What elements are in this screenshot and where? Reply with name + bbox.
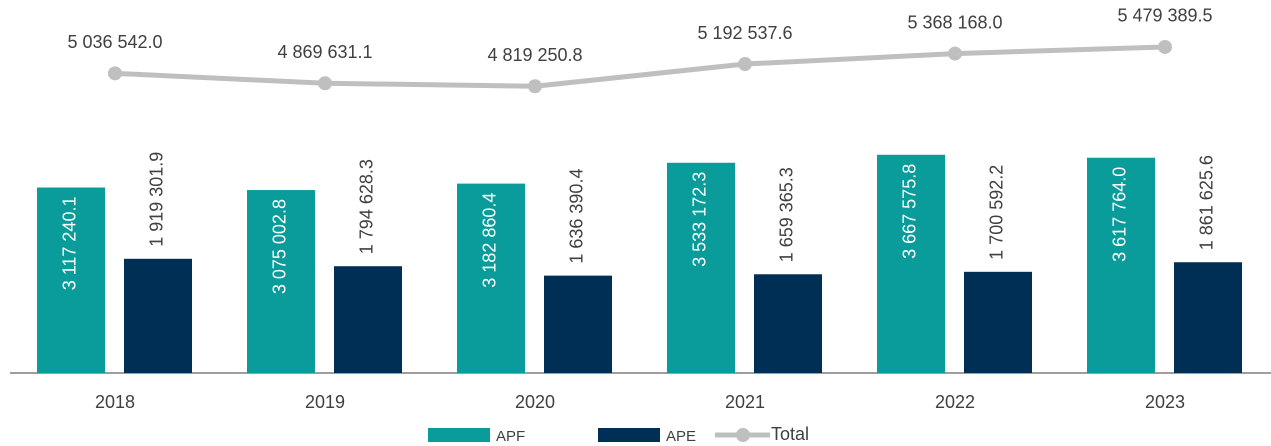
x-tick-label: 2018: [95, 392, 135, 412]
x-tick-label: 2023: [1145, 392, 1185, 412]
total-line: [114, 44, 1166, 89]
value-label: 5 192 537.6: [697, 23, 792, 43]
legend-label: APE: [666, 428, 696, 445]
x-tick-label: 2021: [725, 392, 765, 412]
legend-label: Total: [771, 424, 809, 444]
bar: [334, 266, 402, 373]
bar: [124, 258, 192, 373]
value-label: 5 368 168.0: [907, 12, 1002, 32]
value-label: 1 659 365.3: [777, 167, 797, 262]
bar: [877, 154, 945, 373]
legend-label: APF: [496, 428, 525, 445]
bar: [1174, 262, 1242, 373]
total-marker: [738, 57, 752, 72]
total-marker: [948, 46, 962, 61]
bar: [457, 183, 525, 373]
bar: [1087, 157, 1155, 373]
bar: [37, 187, 105, 373]
value-label: 5 036 542.0: [67, 32, 162, 52]
x-tick-label: 2020: [515, 392, 555, 412]
value-label: 1 861 625.6: [1197, 155, 1217, 250]
value-label: 1 919 301.9: [147, 152, 167, 247]
total-marker: [318, 76, 332, 91]
bar: [754, 274, 822, 373]
legend-swatch: [428, 428, 490, 442]
value-label: 1 636 390.4: [567, 169, 587, 264]
total-marker: [528, 79, 542, 94]
value-label: 3 533 172.3: [690, 172, 710, 267]
bar: [247, 190, 315, 373]
bar: [544, 275, 612, 373]
bar: [964, 271, 1032, 373]
legend-swatch: [598, 428, 660, 442]
x-tick-label: 2019: [305, 392, 345, 412]
value-label: 1 700 592.2: [987, 165, 1007, 260]
value-label: 1 794 628.3: [357, 159, 377, 254]
value-label: 5 479 389.5: [1117, 6, 1212, 26]
value-label: 3 117 240.1: [60, 197, 80, 291]
bar: [667, 162, 735, 373]
legend-swatch: [736, 428, 750, 442]
total-marker: [108, 66, 122, 81]
value-label: 3 617 764.0: [1110, 167, 1130, 262]
value-label: 3 182 860.4: [480, 193, 500, 288]
value-label: 3 075 002.8: [270, 199, 290, 294]
value-label: 3 667 575.8: [900, 164, 920, 259]
x-tick-label: 2022: [935, 392, 975, 412]
total-marker: [1158, 39, 1172, 54]
value-label: 4 869 631.1: [277, 42, 372, 62]
value-label: 4 819 250.8: [487, 45, 582, 65]
